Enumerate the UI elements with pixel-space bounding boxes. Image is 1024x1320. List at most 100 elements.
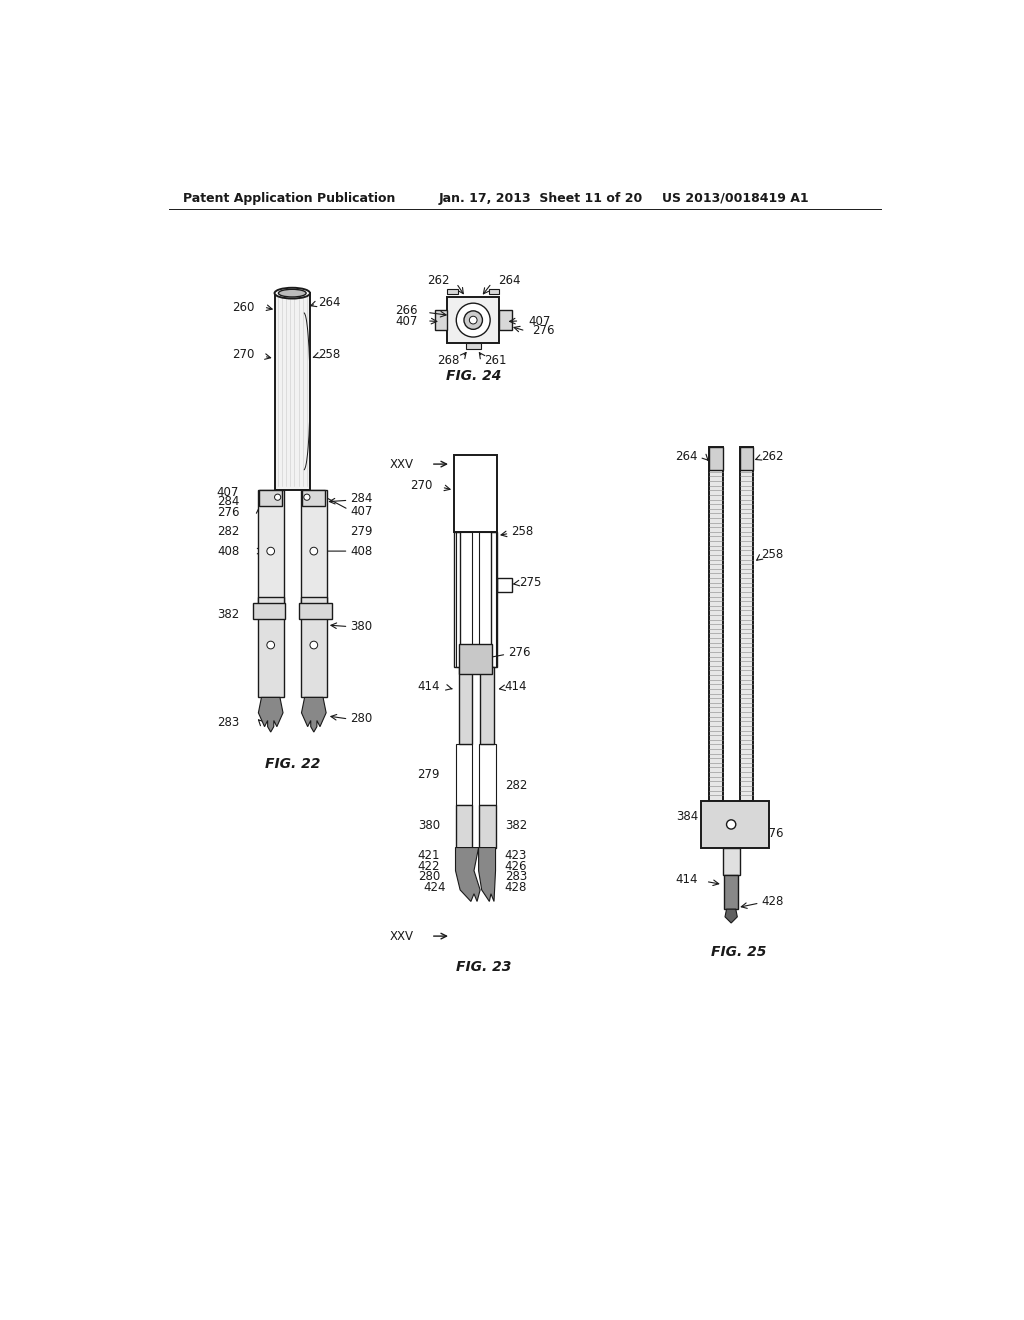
Bar (447, 289, 458, 294)
Bar (302, 490, 326, 507)
Bar (447, 297, 500, 343)
Bar (478, 743, 496, 805)
Text: 407: 407 (350, 504, 373, 517)
Text: 422: 422 (418, 859, 440, 873)
Text: 414: 414 (676, 874, 698, 887)
Polygon shape (725, 909, 737, 923)
Text: 268: 268 (437, 354, 460, 367)
Text: 384: 384 (676, 810, 698, 824)
Text: 407: 407 (528, 315, 551, 329)
Bar (253, 603, 286, 619)
Bar (274, 293, 310, 490)
Text: 276: 276 (761, 828, 783, 841)
Bar (459, 644, 493, 675)
Text: 421: 421 (418, 849, 440, 862)
Text: US 2013/0018419 A1: US 2013/0018419 A1 (662, 191, 809, 205)
Text: 279: 279 (418, 768, 440, 781)
Bar (259, 490, 283, 507)
Bar (723, 847, 739, 875)
Bar (466, 343, 481, 350)
Bar (490, 532, 497, 667)
Polygon shape (258, 697, 283, 733)
Text: 428: 428 (505, 880, 527, 894)
Bar (488, 289, 500, 294)
Text: 270: 270 (232, 348, 255, 362)
Circle shape (310, 548, 317, 554)
Text: 276: 276 (508, 647, 530, 659)
Text: 258: 258 (511, 525, 534, 539)
Text: 423: 423 (505, 849, 527, 862)
Text: 262: 262 (428, 273, 451, 286)
Text: 262: 262 (761, 450, 783, 463)
Text: 260: 260 (232, 301, 255, 314)
Bar (301, 490, 327, 605)
Text: FIG. 22: FIG. 22 (264, 756, 319, 771)
Bar (709, 447, 723, 470)
Text: 282: 282 (505, 779, 527, 792)
Bar (258, 597, 284, 697)
Text: Jan. 17, 2013  Sheet 11 of 20: Jan. 17, 2013 Sheet 11 of 20 (438, 191, 643, 205)
Circle shape (274, 494, 281, 500)
Text: 279: 279 (350, 525, 373, 539)
Text: 283: 283 (217, 715, 240, 729)
Bar (701, 801, 769, 847)
Bar (435, 310, 447, 330)
Text: 414: 414 (418, 680, 440, 693)
Circle shape (267, 642, 274, 649)
Bar (709, 447, 723, 801)
Text: 270: 270 (410, 479, 432, 492)
Text: XXV: XXV (390, 458, 414, 471)
Bar (456, 743, 472, 805)
Text: 284: 284 (217, 495, 240, 508)
Circle shape (267, 548, 274, 554)
Text: 424: 424 (424, 880, 446, 894)
Ellipse shape (279, 289, 306, 297)
Text: 266: 266 (395, 305, 418, 317)
Text: FIG. 23: FIG. 23 (456, 960, 511, 974)
Text: 258: 258 (317, 348, 340, 362)
Bar (739, 447, 754, 470)
Text: 380: 380 (418, 818, 440, 832)
Text: 283: 283 (505, 870, 527, 883)
Circle shape (464, 312, 482, 330)
Bar (480, 667, 494, 743)
Text: 414: 414 (505, 680, 527, 693)
Bar (478, 532, 496, 667)
Circle shape (469, 317, 477, 323)
Circle shape (304, 494, 310, 500)
Circle shape (457, 304, 490, 337)
Text: 284: 284 (350, 492, 373, 506)
Text: 408: 408 (350, 545, 373, 557)
Text: 258: 258 (761, 548, 783, 561)
Text: Patent Application Publication: Patent Application Publication (183, 191, 395, 205)
Text: 261: 261 (484, 354, 507, 367)
Text: 280: 280 (350, 713, 373, 726)
Bar (454, 455, 497, 532)
Text: 275: 275 (518, 576, 541, 589)
Bar (456, 805, 472, 847)
Bar (478, 805, 496, 847)
Text: 382: 382 (505, 818, 527, 832)
Polygon shape (478, 847, 496, 902)
Text: 264: 264 (317, 296, 340, 309)
Polygon shape (301, 697, 326, 733)
Text: 408: 408 (217, 545, 240, 557)
Bar (456, 532, 472, 667)
Text: 426: 426 (505, 859, 527, 873)
Text: 282: 282 (217, 525, 240, 539)
Bar (739, 447, 754, 801)
Ellipse shape (274, 288, 310, 298)
Bar (497, 578, 512, 591)
Bar (299, 603, 332, 619)
Bar (301, 597, 327, 697)
Text: 382: 382 (217, 607, 240, 620)
Bar (500, 310, 512, 330)
Text: 264: 264 (498, 273, 520, 286)
Text: 428: 428 (761, 895, 783, 908)
Bar (724, 875, 738, 909)
Text: 407: 407 (395, 315, 418, 329)
Text: 276: 276 (217, 506, 240, 519)
Text: FIG. 25: FIG. 25 (712, 945, 767, 958)
Text: 407: 407 (217, 486, 240, 499)
Text: FIG. 24: FIG. 24 (445, 368, 501, 383)
